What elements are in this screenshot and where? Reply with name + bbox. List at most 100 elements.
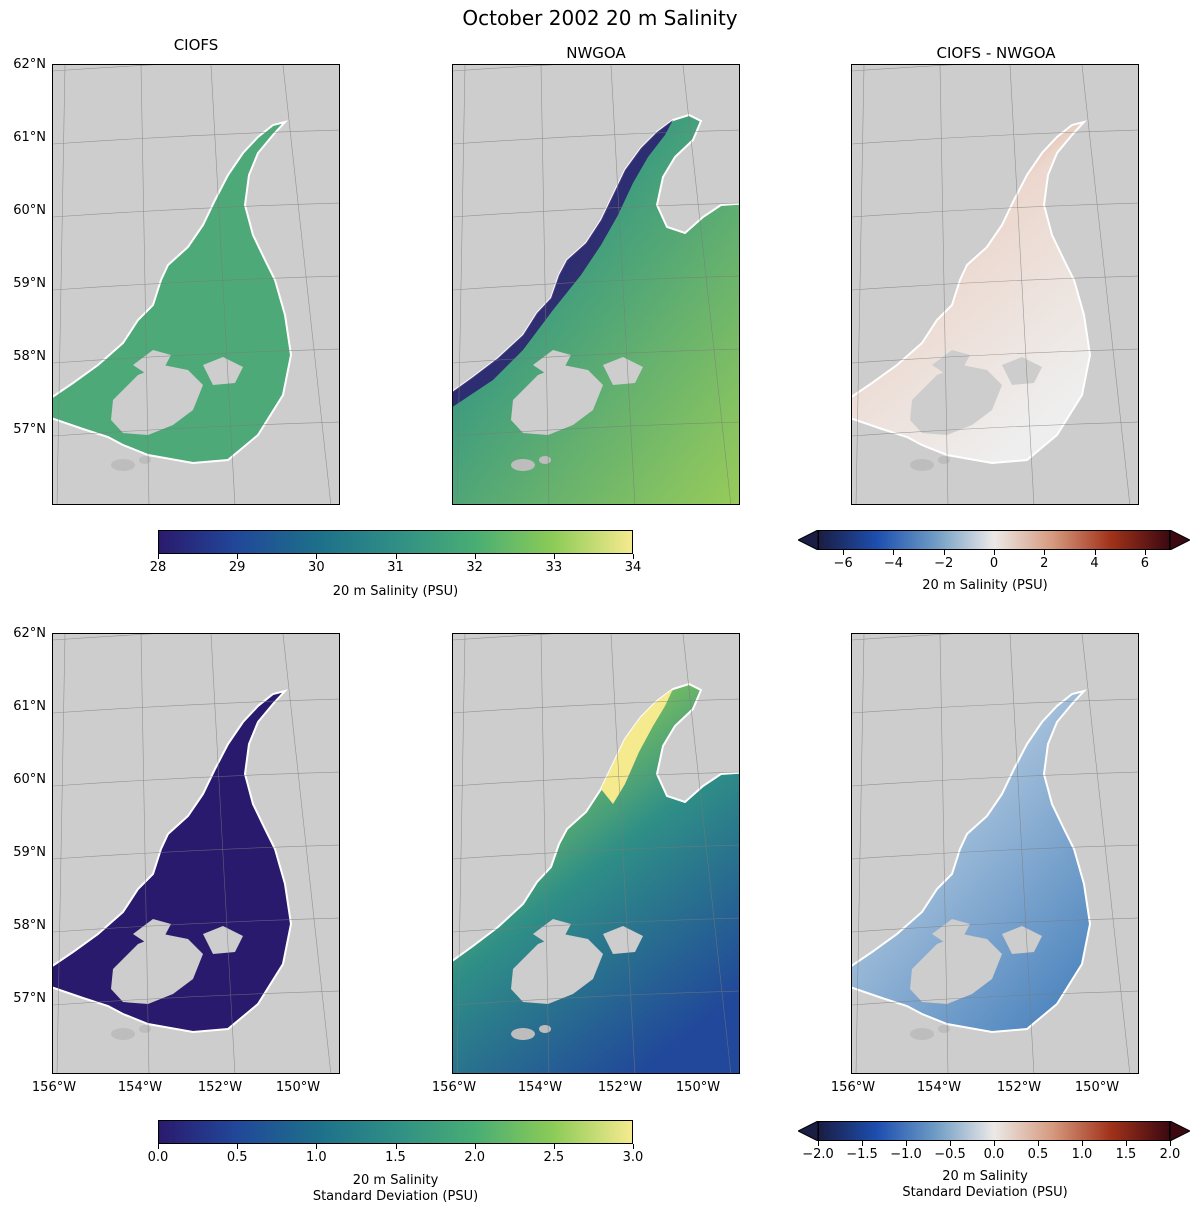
colorbar-tick-mark bbox=[633, 1144, 634, 1149]
lat-label: 58°N bbox=[13, 918, 46, 933]
colorbar-tick-mark bbox=[158, 554, 159, 559]
colorbar-tick-label: 31 bbox=[387, 560, 404, 575]
map-ciofs-salinity bbox=[52, 64, 340, 505]
small-island bbox=[539, 1025, 551, 1033]
colorbar-tick-mark bbox=[1094, 550, 1096, 555]
colorbar-tick-label: 32 bbox=[466, 560, 483, 575]
colorbar-std-label-line1: 20 m Salinity bbox=[352, 1173, 439, 1188]
colorbar-tick-mark bbox=[158, 1144, 159, 1149]
lon-label: 156°W bbox=[830, 1080, 876, 1095]
colorbar-min-arrow bbox=[798, 530, 819, 550]
colorbar-tick-mark bbox=[474, 1144, 476, 1149]
colorbar-salinity-difference-label: 20 m Salinity (PSU) bbox=[922, 578, 1048, 593]
map-svg bbox=[852, 634, 1138, 1073]
kodiak-island bbox=[511, 934, 603, 1004]
colorbar-tick-mark bbox=[950, 1141, 951, 1146]
graticule bbox=[53, 634, 339, 1073]
map-svg bbox=[453, 65, 739, 504]
map-svg bbox=[852, 65, 1138, 504]
colorbar-tick-mark bbox=[553, 1144, 555, 1149]
lon-label: 152°W bbox=[996, 1080, 1042, 1095]
colorbar-std-difference-label-line2: Standard Deviation (PSU) bbox=[902, 1185, 1068, 1200]
small-island bbox=[539, 456, 551, 464]
kenai-land bbox=[603, 926, 643, 954]
small-island bbox=[938, 456, 950, 464]
map-nwgoa-std bbox=[452, 633, 740, 1074]
map-svg bbox=[53, 65, 339, 504]
colorbar-tick-mark bbox=[893, 550, 895, 555]
colorbar-tick-label: −4 bbox=[883, 556, 903, 571]
lon-label: 150°W bbox=[675, 1080, 721, 1095]
colorbar-tick-label: 0.0 bbox=[147, 1150, 169, 1165]
colorbar-std-label-line2: Standard Deviation (PSU) bbox=[312, 1189, 479, 1204]
salinity-field bbox=[453, 113, 739, 504]
colorbar-tick-mark bbox=[474, 554, 476, 559]
map-std-difference bbox=[851, 633, 1139, 1074]
colorbar-salinity-label: 20 m Salinity (PSU) bbox=[332, 584, 459, 599]
lat-label: 62°N bbox=[13, 57, 46, 72]
colorbar-max-arrow bbox=[1169, 1121, 1190, 1141]
colorbar-tick-label: 34 bbox=[624, 560, 642, 575]
afognak-island bbox=[533, 350, 571, 373]
kenai-land bbox=[1002, 926, 1042, 954]
lon-label: 154°W bbox=[117, 1080, 163, 1095]
afognak-island bbox=[133, 350, 171, 373]
colorbar-tick-label: 0 bbox=[989, 556, 999, 571]
afognak-island bbox=[932, 919, 970, 942]
colorbar-tick-mark bbox=[1038, 1141, 1039, 1146]
colorbar-gradient bbox=[158, 1120, 633, 1144]
kenai-land bbox=[203, 357, 243, 385]
graticule bbox=[852, 634, 1138, 1073]
lat-label: 57°N bbox=[13, 422, 46, 437]
colorbar-tick-label: −1.0 bbox=[890, 1147, 922, 1162]
colorbar-tick-mark bbox=[237, 554, 239, 559]
colorbar-tick-label: −2.0 bbox=[802, 1147, 834, 1162]
colorbar-tick-mark bbox=[906, 1141, 907, 1146]
colorbar-tick-label: 2 bbox=[1040, 556, 1049, 571]
lat-label: 60°N bbox=[13, 203, 46, 218]
colorbar-tick-label: 30 bbox=[308, 560, 325, 575]
panel-title-diff: CIOFS - NWGOA bbox=[936, 44, 1056, 62]
small-island bbox=[910, 1028, 934, 1040]
high-std-inlet bbox=[601, 689, 673, 804]
small-island bbox=[111, 1028, 135, 1040]
lon-label: 152°W bbox=[597, 1080, 643, 1095]
colorbar-tick-mark bbox=[862, 1141, 863, 1146]
colorbar-tick-mark bbox=[316, 1144, 318, 1149]
small-island bbox=[139, 1025, 151, 1033]
colorbar-tick-mark bbox=[633, 554, 634, 559]
lon-label: 154°W bbox=[517, 1080, 563, 1095]
map-ciofs-std bbox=[52, 633, 340, 1074]
small-island bbox=[511, 459, 535, 471]
colorbar-extend-arrows bbox=[798, 530, 1190, 550]
afognak-island bbox=[533, 919, 571, 942]
small-island bbox=[511, 1028, 535, 1040]
colorbar-min-arrow bbox=[798, 1121, 819, 1141]
kenai-land bbox=[203, 926, 243, 954]
lon-label: 150°W bbox=[1074, 1080, 1120, 1095]
kenai-land bbox=[1002, 357, 1042, 385]
colorbar-gradient bbox=[158, 530, 633, 554]
colorbar-tick-label: 1.0 bbox=[1071, 1147, 1093, 1162]
colorbar-tick-mark bbox=[237, 1144, 239, 1149]
lon-label: 156°W bbox=[31, 1080, 77, 1095]
kodiak-island bbox=[910, 934, 1002, 1004]
kenai-land bbox=[603, 357, 643, 385]
colorbar-tick-mark bbox=[994, 550, 995, 555]
colorbar-std-difference-label-line1: 20 m Salinity bbox=[942, 1169, 1028, 1184]
colorbar-tick-mark bbox=[395, 1144, 397, 1149]
lon-label: 154°W bbox=[916, 1080, 962, 1095]
kodiak-island bbox=[111, 934, 203, 1004]
panel-title-nwgoa: NWGOA bbox=[566, 44, 626, 62]
colorbar-tick-label: −6 bbox=[833, 556, 853, 571]
lat-label: 62°N bbox=[13, 626, 46, 641]
colorbar-tick-mark bbox=[843, 550, 845, 555]
colorbar-tick-label: 2.5 bbox=[543, 1150, 565, 1165]
colorbar-tick-mark bbox=[1126, 1141, 1127, 1146]
colorbar-tick-label: 1.5 bbox=[1115, 1147, 1137, 1162]
colorbar-tick-mark bbox=[994, 1141, 995, 1146]
colorbar-tick-label: 6 bbox=[1140, 556, 1149, 571]
colorbar-tick-label: −2 bbox=[934, 556, 954, 571]
lat-label: 59°N bbox=[13, 845, 46, 860]
kodiak-island bbox=[910, 365, 1002, 435]
